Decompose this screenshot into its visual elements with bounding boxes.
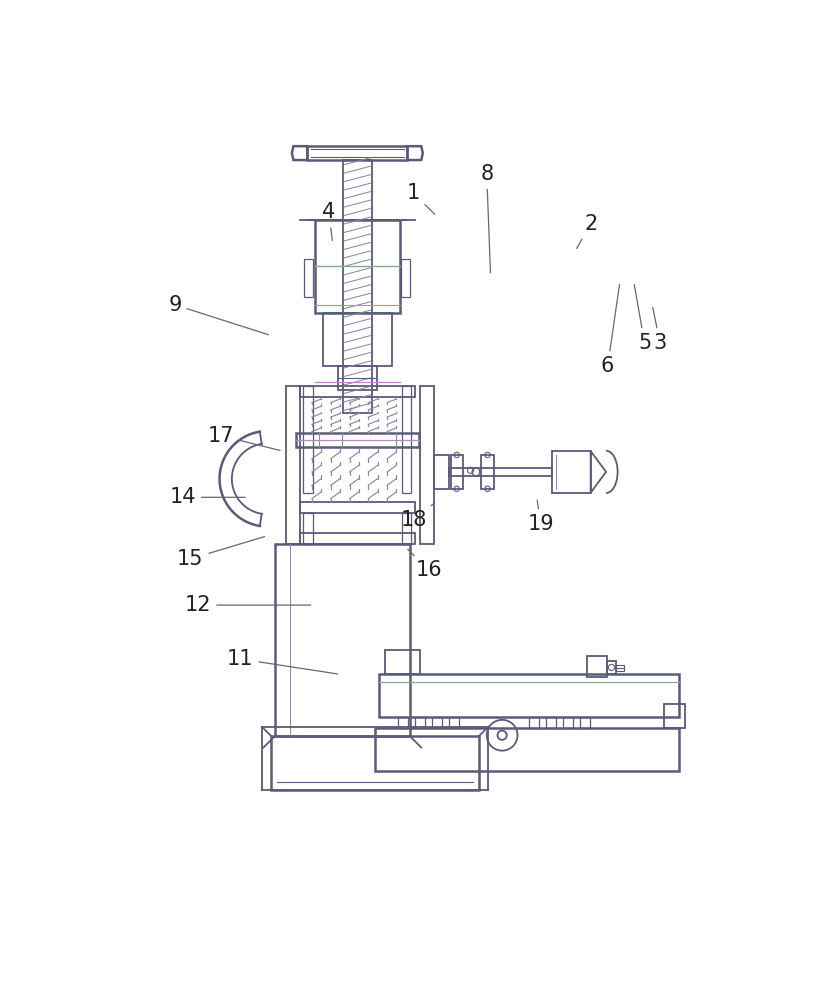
Bar [450, 455, 462, 489]
Bar [379, 674, 678, 717]
Bar [275, 544, 409, 736]
Bar [314, 220, 399, 312]
Bar [528, 717, 538, 728]
Bar [303, 386, 313, 493]
Bar [448, 717, 458, 728]
Bar [375, 728, 678, 771]
Bar [433, 455, 448, 489]
Bar [285, 386, 299, 544]
Text: 17: 17 [208, 426, 280, 450]
Text: 18: 18 [400, 503, 434, 530]
Bar [419, 386, 433, 544]
Bar [663, 704, 685, 728]
Bar [299, 386, 414, 397]
Text: 11: 11 [227, 649, 337, 674]
Bar [586, 656, 606, 677]
Text: 4: 4 [322, 202, 335, 240]
Bar [545, 717, 556, 728]
Bar [307, 146, 407, 160]
Bar [342, 160, 371, 413]
Bar [480, 455, 493, 489]
Text: 5: 5 [633, 284, 650, 353]
Text: 6: 6 [600, 284, 619, 376]
Bar [432, 717, 442, 728]
Bar [323, 312, 391, 366]
Bar [402, 513, 411, 544]
Bar [299, 502, 414, 513]
Bar [385, 650, 419, 674]
Bar [299, 533, 414, 544]
Bar [337, 366, 376, 389]
Bar [303, 513, 313, 544]
Bar [401, 259, 410, 297]
Bar [562, 717, 572, 728]
Bar [270, 736, 479, 790]
Text: 1: 1 [406, 183, 434, 214]
Text: 12: 12 [184, 595, 310, 615]
Text: 9: 9 [168, 295, 268, 335]
Text: 2: 2 [576, 214, 596, 248]
Bar [606, 661, 615, 674]
Bar [448, 468, 552, 476]
Text: 8: 8 [480, 164, 493, 273]
Bar [295, 433, 418, 447]
Bar [398, 717, 408, 728]
Bar [304, 259, 313, 297]
Bar [414, 717, 424, 728]
Bar [579, 717, 589, 728]
Bar [615, 665, 623, 671]
Text: 14: 14 [169, 487, 245, 507]
Text: 15: 15 [177, 537, 265, 569]
Text: 16: 16 [408, 549, 442, 580]
Text: 19: 19 [527, 500, 553, 534]
Bar [402, 386, 411, 493]
Text: 3: 3 [652, 308, 666, 353]
